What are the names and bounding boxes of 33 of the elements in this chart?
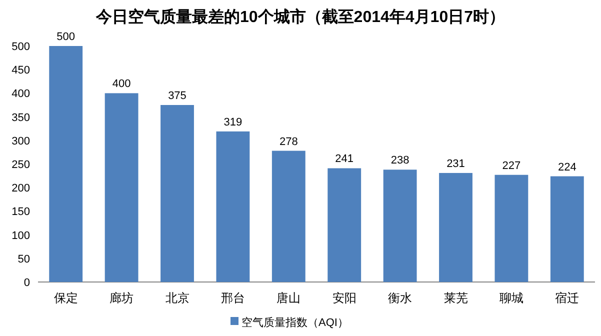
ytick: 0 [24, 277, 30, 289]
data-label: 224 [558, 161, 576, 174]
data-label: 319 [224, 116, 242, 128]
ytick: 400 [12, 88, 30, 100]
data-label: 278 [279, 136, 298, 148]
xtick: 保定 [54, 291, 78, 305]
ytick: 450 [12, 64, 30, 77]
ytick: 500 [12, 41, 30, 53]
xtick: 衡水 [388, 291, 412, 305]
ytick: 100 [12, 230, 30, 242]
data-label: 400 [112, 78, 131, 90]
xtick: 邢台 [220, 291, 245, 305]
data-label: 227 [502, 160, 521, 172]
xtick: 北京 [165, 291, 190, 305]
xtick: 聊城 [499, 291, 524, 305]
ytick: 250 [12, 159, 30, 171]
title: 今日空气质量最差的10个城市（截至2014年4月10日7时） [96, 9, 505, 26]
data-label: 241 [335, 153, 354, 166]
data-label: 375 [168, 90, 186, 102]
data-label: 231 [446, 158, 465, 170]
ytick: 50 [18, 253, 30, 266]
ytick: 150 [12, 206, 30, 218]
xtick: 廊坊 [110, 291, 134, 305]
ytick: 300 [12, 135, 30, 148]
ytick: 350 [12, 112, 30, 124]
data-label: 500 [56, 31, 76, 43]
xtick: 莱芜 [444, 291, 468, 305]
ytick: 200 [12, 182, 30, 195]
xtick: 宿迁 [555, 291, 580, 305]
legend: 空气质量指数（AQI） [242, 317, 348, 329]
xtick: 唐山 [276, 291, 301, 305]
data-label: 238 [390, 154, 410, 167]
xtick: 安阳 [332, 291, 356, 305]
